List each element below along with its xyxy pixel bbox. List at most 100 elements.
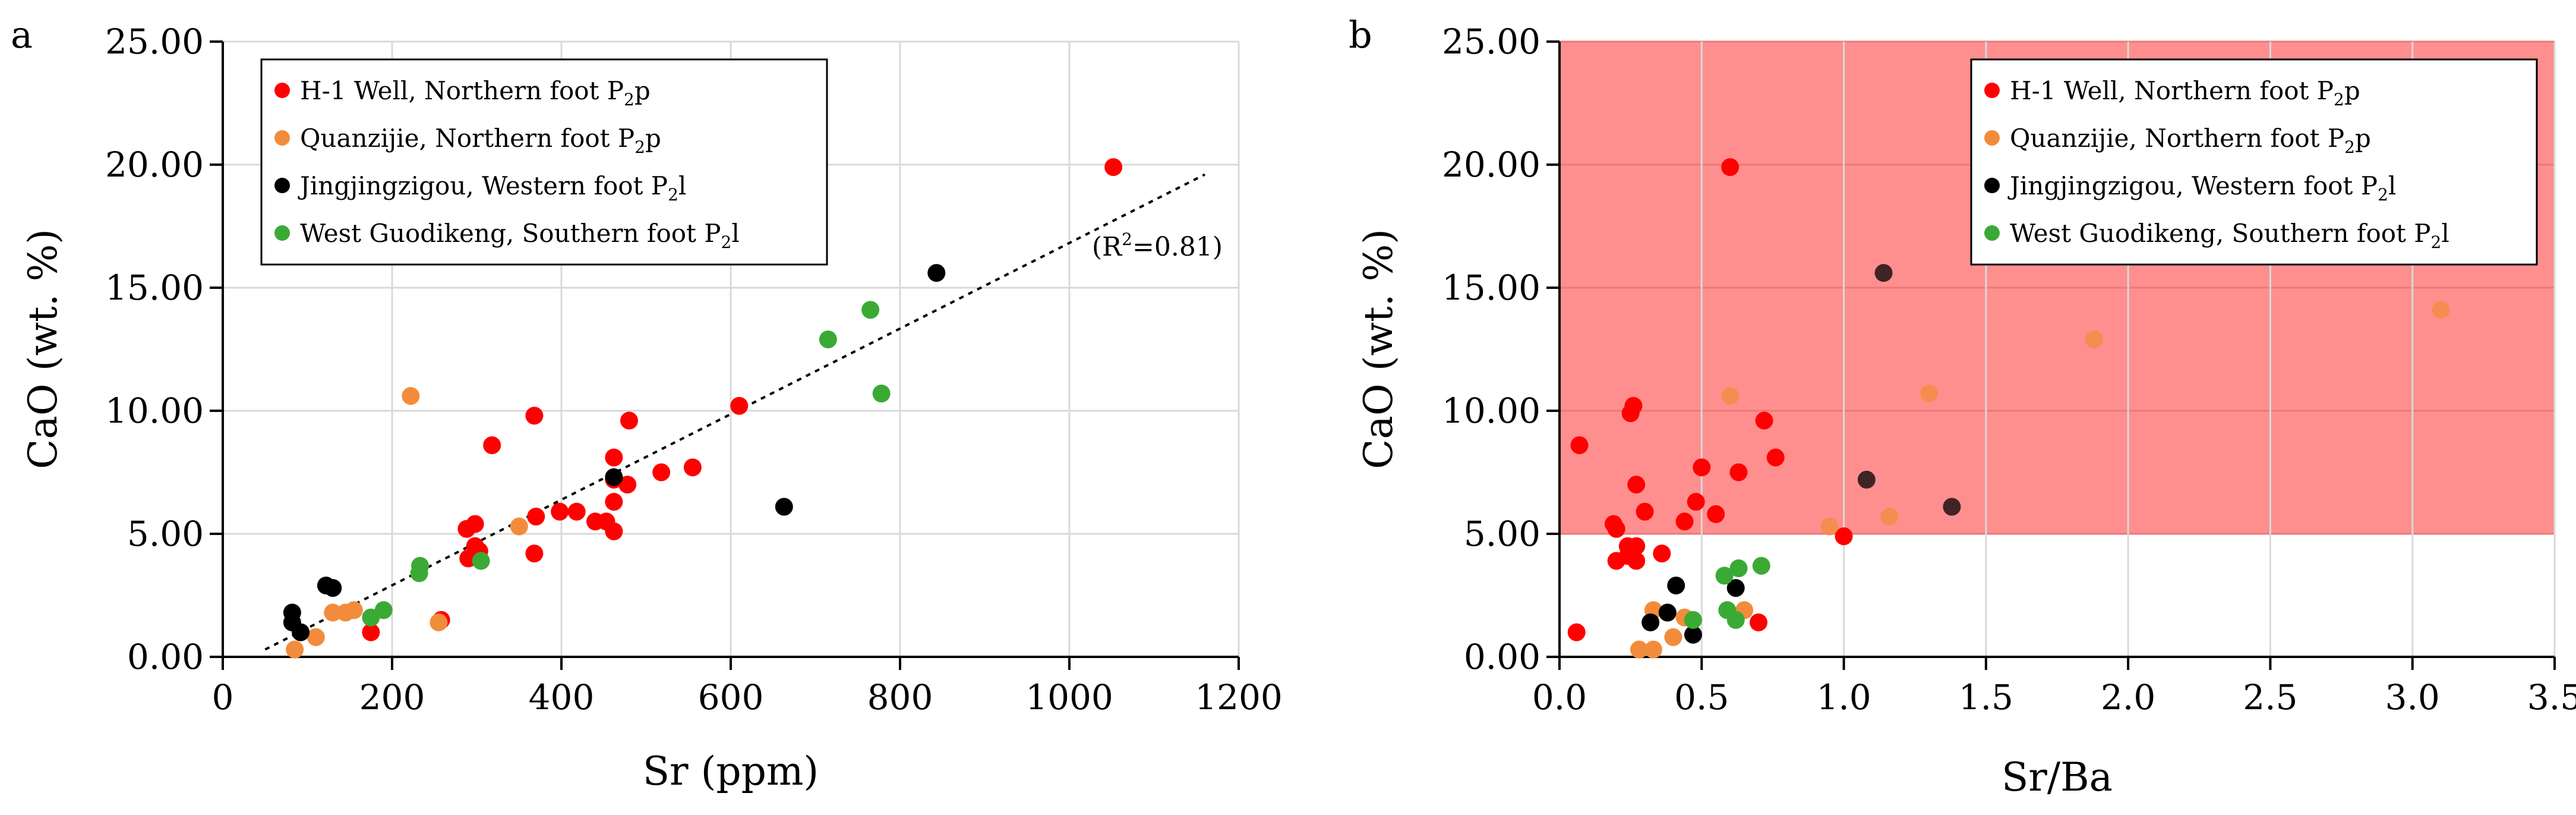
y-tick-label: 10.00 (105, 391, 204, 431)
data-point (1766, 448, 1785, 467)
data-point (1943, 498, 1961, 516)
data-point (292, 623, 310, 641)
data-point (861, 301, 880, 319)
legend-entry: Jingjingzigou, Western foot P2l (2007, 171, 2396, 204)
data-point (605, 468, 623, 486)
x-tick-label: 1.5 (1959, 677, 2013, 718)
data-point (1874, 264, 1893, 282)
data-point (362, 623, 380, 641)
panel-label: b (1349, 13, 1372, 56)
legend-box (1970, 58, 2538, 266)
x-tick-label: 400 (529, 677, 595, 718)
legend-text: Jingjingzigou, Western foot P (2007, 171, 2378, 200)
legend-text: Jingjingzigou, Western foot P (298, 171, 668, 200)
legend-text: H-1 Well, Northern foot P (300, 76, 624, 105)
legend-text: West Guodikeng, Southern foot P (2010, 219, 2431, 248)
data-point (1653, 545, 1671, 563)
data-point (1607, 520, 1625, 538)
data-point (402, 387, 420, 405)
data-point (567, 502, 586, 521)
data-point (605, 448, 623, 467)
legend-text: West Guodikeng, Southern foot P (300, 219, 721, 248)
data-point (605, 493, 623, 511)
y-axis-title: CaO (wt. %) (20, 229, 66, 469)
data-point (483, 436, 501, 454)
data-point (362, 608, 380, 627)
x-tick-label: 600 (698, 677, 764, 718)
y-tick-label: 15.00 (105, 268, 204, 308)
legend-subscript: 2 (668, 185, 678, 204)
legend-text-end: l (678, 171, 686, 200)
data-point (872, 385, 891, 403)
data-point (324, 603, 342, 622)
y-tick-label: 10.00 (1442, 391, 1540, 431)
data-point (525, 545, 544, 563)
data-point (683, 458, 702, 477)
legend-marker (1984, 225, 2000, 241)
data-point (525, 407, 544, 425)
y-tick-label: 25.00 (105, 21, 204, 62)
legend-marker (1984, 130, 2000, 146)
data-point (1675, 512, 1694, 531)
data-point (510, 517, 528, 536)
legend-marker (274, 130, 290, 146)
annotation-part: (R (1092, 232, 1123, 262)
legend-subscript: 2 (721, 232, 732, 252)
y-tick-label: 5.00 (1464, 514, 1540, 554)
data-point (1636, 502, 1654, 521)
data-point (2085, 330, 2103, 348)
data-point (1627, 476, 1646, 494)
y-tick-label: 0.00 (1464, 637, 1540, 677)
data-point (472, 552, 490, 570)
data-point (1658, 603, 1677, 622)
data-point (1729, 463, 1748, 482)
data-point (1621, 404, 1640, 423)
data-point (620, 411, 638, 430)
x-tick-label: 200 (359, 677, 425, 718)
legend-text-end: p (2355, 124, 2371, 153)
data-point (605, 522, 623, 540)
annotation-part: =0.81) (1132, 232, 1223, 262)
x-tick-label: 1200 (1195, 677, 1283, 718)
y-tick-label: 0.00 (127, 637, 204, 677)
data-point (1687, 493, 1705, 511)
legend-subscript: 2 (2431, 232, 2442, 252)
x-tick-label: 1000 (1025, 677, 1113, 718)
legend-entry: West Guodikeng, Southern foot P2l (2010, 219, 2449, 252)
legend-marker (274, 225, 290, 241)
data-point (2432, 301, 2450, 319)
data-point (1707, 505, 1725, 523)
y-tick-label: 15.00 (1442, 268, 1540, 308)
data-point (307, 628, 325, 646)
legend-entry: Quanzijie, Northern foot P2p (300, 124, 661, 157)
x-tick-label: 3.5 (2527, 677, 2576, 718)
y-tick-label: 5.00 (127, 514, 204, 554)
data-point (1104, 158, 1123, 177)
data-point (1715, 567, 1734, 585)
legend-text-end: l (2388, 171, 2396, 200)
x-axis-title: Sr (ppm) (643, 748, 819, 794)
data-point (1726, 579, 1745, 597)
data-point (1630, 640, 1648, 659)
x-tick-label: 0.5 (1674, 677, 1729, 718)
data-point (1667, 576, 1685, 594)
x-tick-label: 2.5 (2243, 677, 2297, 718)
panel-label: a (11, 13, 33, 56)
legend-marker (1984, 83, 2000, 98)
data-point (527, 508, 545, 526)
legend-text-end: l (731, 219, 739, 248)
y-axis-title: CaO (wt. %) (1356, 229, 1401, 469)
data-point (1880, 508, 1899, 526)
data-point (1726, 611, 1745, 629)
data-point (1835, 527, 1853, 546)
legend-subscript: 2 (2344, 137, 2355, 157)
legend-text-end: l (2441, 219, 2449, 248)
data-point (466, 515, 484, 533)
legend-box (260, 58, 828, 266)
y-tick-label: 20.00 (1442, 144, 1540, 185)
legend-marker (274, 83, 290, 98)
legend-entry: Quanzijie, Northern foot P2p (2010, 124, 2371, 157)
legend-text-end: p (645, 124, 661, 153)
x-tick-label: 2.0 (2101, 677, 2155, 718)
